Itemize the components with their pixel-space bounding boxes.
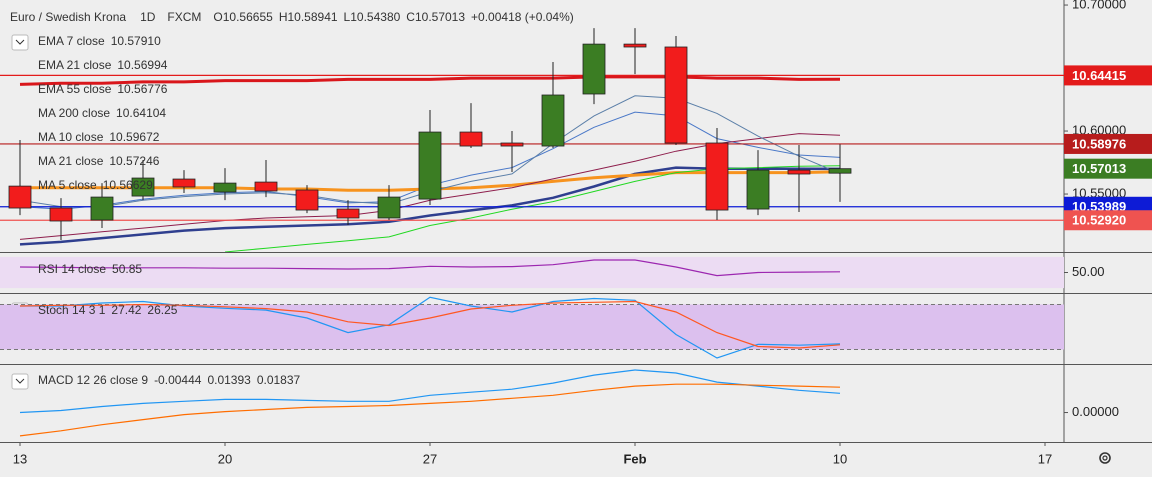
x-tick-label: 17 (1038, 451, 1052, 466)
series-value: 0.01837 (257, 373, 301, 387)
legend-value: 10.56994 (117, 58, 167, 72)
ohlc-value: 10.54380 (350, 10, 400, 24)
candle-body (541, 94, 565, 147)
indicator-line (19, 369, 841, 414)
x-tick-label: Feb (623, 451, 646, 466)
pane (0, 28, 1064, 252)
candle-body (131, 177, 155, 197)
pane-title: Stoch 14 3 1 (38, 303, 106, 317)
legend-name: EMA 21 close (38, 58, 112, 72)
y-tick-label: 50.00 (1072, 264, 1105, 279)
band (0, 304, 1064, 350)
chart-title: Euro / Swedish Krona (10, 10, 126, 24)
candle-body (459, 131, 483, 147)
ohlc-label: H (279, 10, 288, 24)
candle-body (90, 196, 114, 221)
legend-value: 10.57246 (109, 154, 159, 168)
price-label: 10.64415 (1072, 68, 1126, 83)
indicator-line (20, 296, 841, 359)
legend-value: 10.57910 (111, 34, 161, 48)
candle-body (295, 189, 319, 211)
ohlc-label: O (213, 10, 222, 24)
indicator-line (224, 165, 841, 252)
pane (0, 296, 1064, 359)
x-tick-label: 13 (13, 451, 27, 466)
pane (19, 369, 841, 437)
indicator-line (19, 75, 841, 86)
series-value: 26.25 (147, 303, 177, 317)
legend-value: 10.59672 (109, 130, 159, 144)
price-label: 10.52920 (1072, 213, 1126, 228)
price-label-bg (1064, 158, 1152, 179)
candle-body (336, 208, 360, 219)
ohlc-value: 10.58941 (287, 10, 337, 24)
legend-value: 10.56629 (103, 178, 153, 192)
candle-body (254, 181, 278, 192)
pane (0, 256, 1064, 289)
ohlc-label: C (406, 10, 415, 24)
price-label-bg (1064, 133, 1152, 154)
x-tick-label: 10 (833, 451, 847, 466)
band (0, 256, 1064, 289)
candle-body (49, 207, 73, 222)
candle-body (746, 169, 770, 210)
histogram-value: -0.00444 (154, 373, 202, 387)
interval: 1D (140, 10, 156, 24)
price-label-bg (1064, 210, 1152, 231)
ohlc-value: 10.56655 (223, 10, 273, 24)
indicator-line (19, 383, 841, 437)
candle-body (787, 169, 811, 175)
y-tick-label: 10.70000 (1072, 0, 1126, 11)
settings-icon[interactable] (1099, 452, 1111, 464)
price-label: 10.58976 (1072, 136, 1126, 151)
candle-body (623, 43, 647, 48)
indicator-line (19, 300, 841, 349)
chevron-icon (15, 39, 25, 45)
candle-body (500, 142, 524, 147)
series-value: 0.01393 (207, 373, 251, 387)
x-tick-label: 20 (218, 451, 232, 466)
candle-body (213, 182, 237, 193)
legend-value: 10.64104 (116, 106, 166, 120)
ohlc-label: L (344, 10, 351, 24)
indicator-line (19, 259, 841, 277)
x-tick-label: 27 (423, 451, 437, 466)
candle-body (582, 43, 606, 95)
source: FXCM (167, 10, 201, 24)
change: +0.00418 (+0.04%) (471, 10, 574, 24)
candle-body (828, 168, 852, 174)
series-value: 50.85 (112, 262, 142, 276)
legend-name: EMA 7 close (38, 34, 105, 48)
legend-name: MA 200 close (38, 106, 110, 120)
ohlc-value: 10.57013 (415, 10, 465, 24)
series-value: 27.42 (111, 303, 141, 317)
pane-toggle[interactable] (11, 373, 29, 390)
candle-body (377, 196, 401, 219)
candle-body (664, 46, 688, 144)
y-tick-label: 10.60000 (1072, 122, 1126, 137)
candle-body (172, 178, 196, 188)
indicator-line (19, 166, 841, 246)
pane-title: RSI 14 close (38, 262, 106, 276)
legend-name: MA 10 close (38, 130, 104, 144)
legend-value: 10.56776 (117, 82, 167, 96)
candle-body (418, 131, 442, 200)
y-tick-label: 0.00000 (1072, 404, 1119, 419)
price-label: 10.57013 (1072, 161, 1126, 176)
chevron-icon (15, 378, 25, 384)
candle-body (8, 185, 32, 209)
pane-title: MACD 12 26 close 9 (38, 373, 148, 387)
legend-name: MA 21 close (38, 154, 104, 168)
candle-body (705, 142, 729, 211)
legend-name: EMA 55 close (38, 82, 112, 96)
price-label-bg (1064, 65, 1152, 86)
legend-name: MA 5 close (38, 178, 97, 192)
legend-toggle[interactable] (11, 34, 29, 51)
y-tick-label: 10.55000 (1072, 185, 1126, 200)
